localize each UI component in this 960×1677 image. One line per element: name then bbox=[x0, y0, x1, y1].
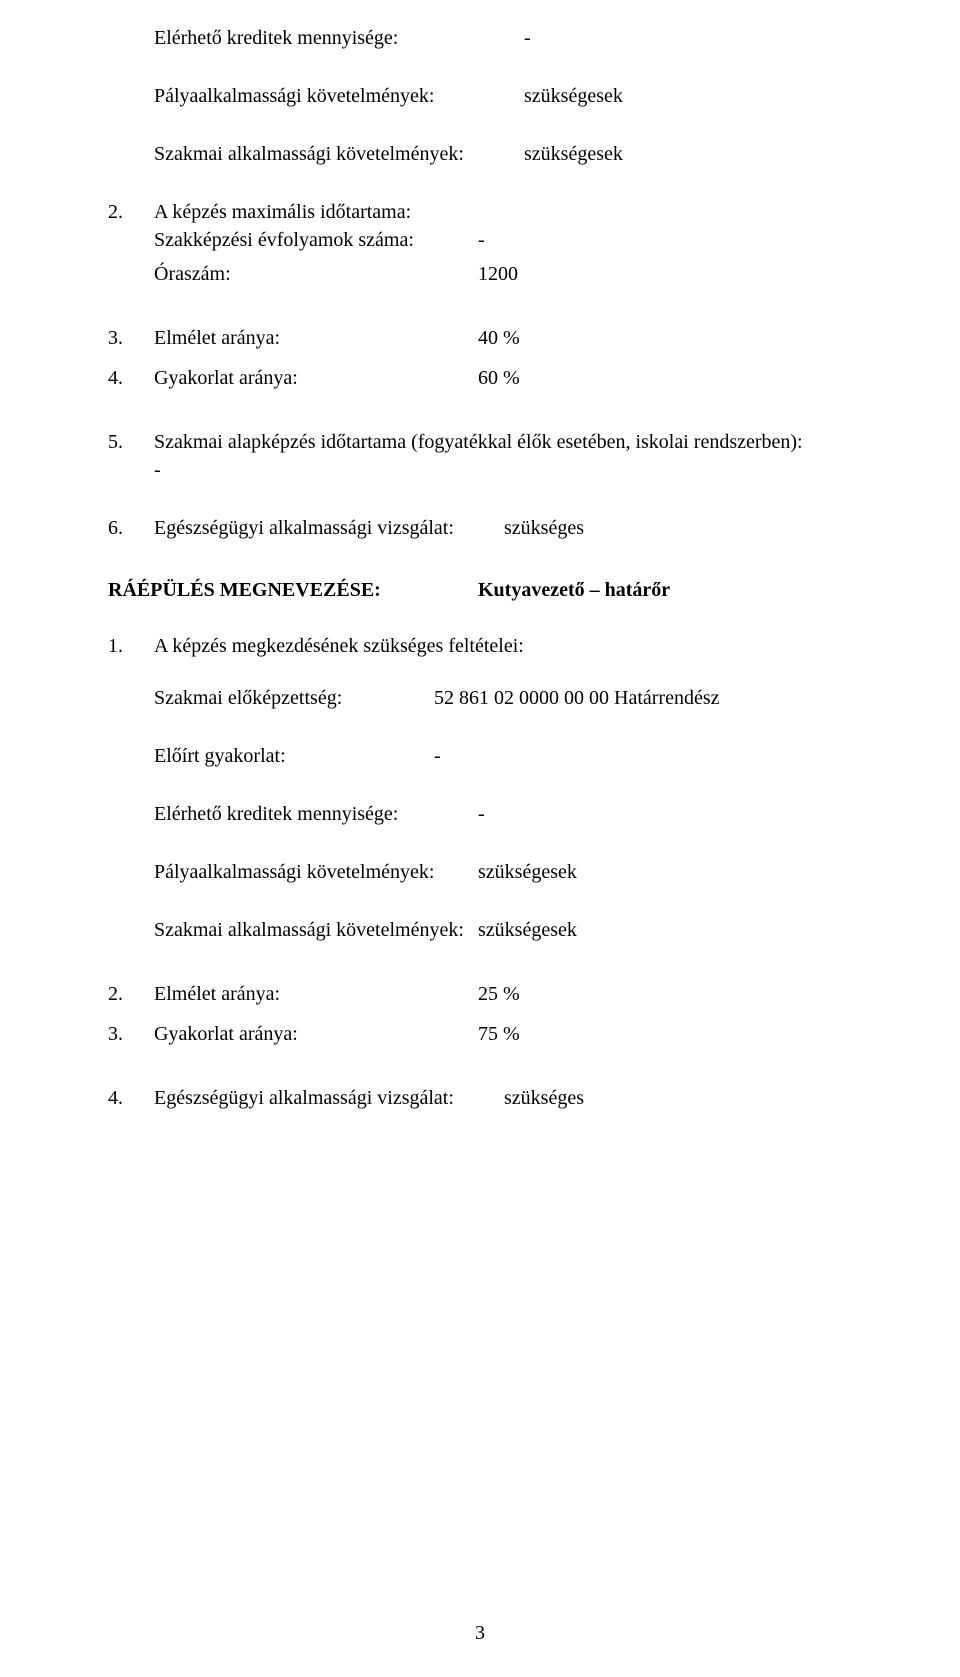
health-row: Egészségügyi alkalmassági vizsgálat: szü… bbox=[154, 514, 852, 542]
aptitude-label-2: Pályaalkalmassági követelmények: bbox=[154, 858, 478, 886]
aptitude-label: Pályaalkalmassági követelmények: bbox=[154, 82, 524, 110]
item-number: 2. bbox=[108, 980, 154, 1014]
health-value: szükséges bbox=[504, 514, 852, 542]
hours-row: Óraszám: 1200 bbox=[154, 260, 852, 288]
prof-aptitude-value-2: szükségesek bbox=[478, 916, 852, 944]
numbered-list-1c: 5. Szakmai alapképzés időtartama (fogyat… bbox=[108, 428, 852, 484]
health-row-2: Egészségügyi alkalmassági vizsgálat: szü… bbox=[154, 1084, 852, 1112]
item-text: A képzés megkezdésének szükséges feltéte… bbox=[154, 632, 852, 660]
list-item: 2. A képzés maximális időtartama: Szakké… bbox=[108, 198, 852, 294]
item-number: 6. bbox=[108, 514, 154, 548]
health-label-2: Egészségügyi alkalmassági vizsgálat: bbox=[154, 1084, 504, 1112]
prof-aptitude-label: Szakmai alkalmassági követelmények: bbox=[154, 140, 524, 168]
list-item: 3. Gyakorlat aránya: 75 % bbox=[108, 1020, 852, 1054]
years-value: - bbox=[478, 226, 852, 254]
prequal-label: Szakmai előképzettség: bbox=[154, 684, 434, 712]
item-number: 2. bbox=[108, 198, 154, 294]
health-value-2: szükséges bbox=[504, 1084, 852, 1112]
list-item: 4. Egészségügyi alkalmassági vizsgálat: … bbox=[108, 1084, 852, 1118]
numbered-list-1b: 3. Elmélet aránya: 40 % 4. Gyakorlat ará… bbox=[108, 324, 852, 398]
page-number: 3 bbox=[0, 1619, 960, 1647]
list-item: 1. A képzés megkezdésének szükséges felt… bbox=[108, 632, 852, 950]
practice-label-2: Gyakorlat aránya: bbox=[154, 1020, 478, 1048]
credits-value: - bbox=[524, 24, 852, 52]
practice-value-2: 75 % bbox=[478, 1020, 852, 1048]
prof-aptitude-row-2: Szakmai alkalmassági követelmények: szük… bbox=[154, 916, 852, 944]
years-row: Szakképzési évfolyamok száma: - bbox=[154, 226, 852, 254]
list-item: 4. Gyakorlat aránya: 60 % bbox=[108, 364, 852, 398]
item-number: 1. bbox=[108, 632, 154, 950]
req-practice-label: Előírt gyakorlat: bbox=[154, 742, 434, 770]
years-label: Szakképzési évfolyamok száma: bbox=[154, 226, 478, 254]
item-text: A képzés maximális időtartama: bbox=[154, 198, 852, 226]
theory-label: Elmélet aránya: bbox=[154, 324, 478, 352]
theory-label-2: Elmélet aránya: bbox=[154, 980, 478, 1008]
heading-label: RÁÉPÜLÉS MEGNEVEZÉSE: bbox=[108, 576, 478, 604]
aptitude-row: Pályaalkalmassági követelmények: szükség… bbox=[108, 82, 852, 110]
practice-row: Gyakorlat aránya: 60 % bbox=[154, 364, 852, 392]
item-number: 4. bbox=[108, 364, 154, 398]
item-number: 5. bbox=[108, 428, 154, 484]
hours-label: Óraszám: bbox=[154, 260, 478, 288]
credits-label: Elérhető kreditek mennyisége: bbox=[154, 24, 524, 52]
prof-aptitude-value: szükségesek bbox=[524, 140, 852, 168]
practice-row-2: Gyakorlat aránya: 75 % bbox=[154, 1020, 852, 1048]
list-item: 2. Elmélet aránya: 25 % bbox=[108, 980, 852, 1014]
section-heading: RÁÉPÜLÉS MEGNEVEZÉSE: Kutyavezető – hatá… bbox=[108, 576, 852, 604]
item-text: Szakmai alapképzés időtartama (fogyatékk… bbox=[154, 428, 852, 456]
theory-value: 40 % bbox=[478, 324, 852, 352]
heading-value: Kutyavezető – határőr bbox=[478, 576, 852, 604]
credits-label-2: Elérhető kreditek mennyisége: bbox=[154, 800, 478, 828]
item-number: 3. bbox=[108, 1020, 154, 1054]
health-label: Egészségügyi alkalmassági vizsgálat: bbox=[154, 514, 504, 542]
numbered-list-2b: 2. Elmélet aránya: 25 % 3. Gyakorlat ará… bbox=[108, 980, 852, 1054]
hours-value: 1200 bbox=[478, 260, 852, 288]
list-item: 3. Elmélet aránya: 40 % bbox=[108, 324, 852, 358]
credits-value-2: - bbox=[478, 800, 852, 828]
credits-row-2: Elérhető kreditek mennyisége: - bbox=[154, 800, 852, 828]
numbered-list-1: 2. A képzés maximális időtartama: Szakké… bbox=[108, 198, 852, 294]
credits-row: Elérhető kreditek mennyisége: - bbox=[108, 24, 852, 52]
dash-value: - bbox=[154, 456, 852, 484]
numbered-list-2c: 4. Egészségügyi alkalmassági vizsgálat: … bbox=[108, 1084, 852, 1118]
item-number: 4. bbox=[108, 1084, 154, 1118]
practice-label: Gyakorlat aránya: bbox=[154, 364, 478, 392]
theory-row: Elmélet aránya: 40 % bbox=[154, 324, 852, 352]
aptitude-row-2: Pályaalkalmassági követelmények: szükség… bbox=[154, 858, 852, 886]
prequal-row: Szakmai előképzettség: 52 861 02 0000 00… bbox=[154, 684, 852, 712]
document-page: Elérhető kreditek mennyisége: - Pályaalk… bbox=[0, 0, 960, 1677]
req-practice-value: - bbox=[434, 742, 852, 770]
numbered-list-1d: 6. Egészségügyi alkalmassági vizsgálat: … bbox=[108, 514, 852, 548]
practice-value: 60 % bbox=[478, 364, 852, 392]
theory-row-2: Elmélet aránya: 25 % bbox=[154, 980, 852, 1008]
list-item: 6. Egészségügyi alkalmassági vizsgálat: … bbox=[108, 514, 852, 548]
numbered-list-2: 1. A képzés megkezdésének szükséges felt… bbox=[108, 632, 852, 950]
aptitude-value-2: szükségesek bbox=[478, 858, 852, 886]
theory-value-2: 25 % bbox=[478, 980, 852, 1008]
req-practice-row: Előírt gyakorlat: - bbox=[154, 742, 852, 770]
aptitude-value: szükségesek bbox=[524, 82, 852, 110]
prequal-value: 52 861 02 0000 00 00 Határrendész bbox=[434, 684, 852, 712]
prof-aptitude-row: Szakmai alkalmassági követelmények: szük… bbox=[108, 140, 852, 168]
prof-aptitude-label-2: Szakmai alkalmassági követelmények: bbox=[154, 916, 478, 944]
item-number: 3. bbox=[108, 324, 154, 358]
list-item: 5. Szakmai alapképzés időtartama (fogyat… bbox=[108, 428, 852, 484]
